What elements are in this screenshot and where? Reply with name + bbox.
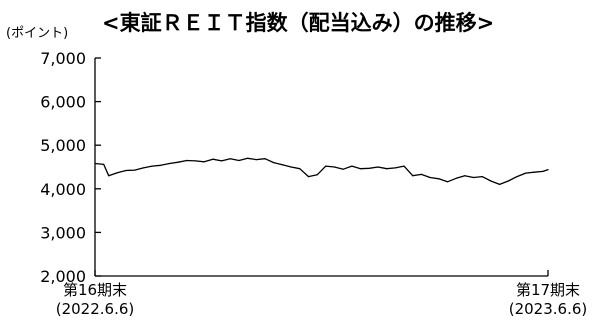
- data-point: [420, 173, 422, 175]
- data-point: [351, 165, 353, 167]
- x-tick-label-period: 第17期末: [516, 281, 580, 299]
- data-point: [229, 158, 231, 160]
- data-point: [194, 160, 197, 162]
- data-point: [307, 176, 310, 178]
- data-point: [177, 161, 179, 163]
- y-unit-label: (ポイント): [6, 26, 68, 41]
- data-point: [290, 166, 292, 168]
- data-point: [299, 168, 301, 170]
- data-point: [542, 170, 544, 172]
- data-point: [533, 171, 535, 173]
- data-point: [403, 165, 405, 167]
- data-point: [316, 174, 318, 176]
- data-point: [325, 165, 327, 167]
- data-point: [342, 168, 344, 170]
- data-point: [333, 166, 336, 168]
- data-point: [490, 180, 492, 182]
- data-point: [394, 167, 396, 169]
- data-point: [203, 161, 205, 163]
- data-point: [412, 175, 414, 177]
- data-point: [168, 162, 171, 165]
- y-tick-label: 7,000: [40, 49, 86, 68]
- data-point: [160, 164, 162, 166]
- x-ticks-group: [94, 270, 549, 276]
- data-point: [264, 158, 266, 160]
- data-point: [281, 164, 283, 166]
- data-point: [547, 169, 549, 171]
- data-point: [221, 160, 223, 162]
- y-tick-label: 5,000: [40, 136, 86, 155]
- data-point: [472, 176, 475, 179]
- data-point: [142, 167, 144, 169]
- y-tick-label: 4,000: [40, 180, 86, 199]
- y-tick-label: 2,000: [40, 267, 86, 286]
- data-point: [360, 168, 362, 170]
- chart-title: <東証ＲＥＩＴ指数（配当込み）の推移>: [102, 11, 494, 35]
- data-point: [368, 167, 370, 169]
- data-point: [429, 176, 431, 179]
- data-point: [499, 183, 501, 185]
- data-point: [116, 172, 118, 174]
- y-tick-label: 6,000: [40, 93, 86, 112]
- y-tick-label: 3,000: [40, 223, 86, 242]
- data-point: [108, 175, 110, 177]
- data-point: [151, 165, 153, 167]
- data-point: [255, 159, 257, 161]
- data-point: [525, 172, 527, 174]
- data-point: [464, 175, 466, 177]
- x-tick-label-period: 第16期末: [63, 281, 127, 299]
- data-point: [273, 162, 275, 164]
- data-point: [94, 162, 96, 165]
- data-point: [238, 159, 240, 162]
- data-point: [446, 181, 449, 183]
- data-point: [438, 178, 440, 180]
- x-tick-label-date: (2022.6.6): [56, 300, 135, 318]
- data-point: [507, 180, 509, 182]
- data-point: [212, 158, 214, 160]
- data-point: [103, 163, 105, 165]
- data-point: [247, 157, 249, 159]
- data-point: [125, 169, 127, 172]
- data-point: [455, 177, 457, 179]
- data-point: [516, 176, 518, 178]
- x-labels-group: 第16期末(2022.6.6) 第17期末(2023.6.6): [56, 281, 588, 318]
- data-point: [134, 169, 136, 171]
- series-line: [94, 157, 549, 186]
- data-point: [481, 176, 483, 178]
- data-point: [386, 168, 388, 170]
- data-point: [186, 159, 188, 162]
- series-points-group: [94, 157, 549, 185]
- y-ticks-group: 7,000 6,000 5,000 4,000 3,000 2,000: [40, 49, 101, 286]
- x-tick-label-date: (2023.6.6): [509, 300, 588, 318]
- data-point: [377, 166, 379, 168]
